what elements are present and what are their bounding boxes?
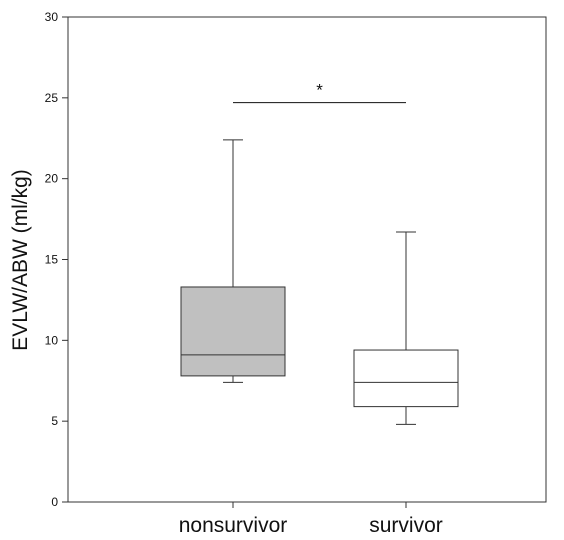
box-iqr <box>180 286 286 377</box>
y-tick-label: 0 <box>51 495 58 509</box>
box-survivor <box>353 231 459 425</box>
y-axis-title: EVLW/ABW (ml/kg) <box>9 169 32 351</box>
box-nonsurvivor <box>180 139 286 383</box>
y-tick-label: 10 <box>45 333 59 347</box>
x-category-label: survivor <box>369 514 443 537</box>
y-axis: 0 5 10 15 20 25 30 <box>45 10 68 509</box>
y-tick-label: 25 <box>45 91 59 105</box>
y-tick-label: 20 <box>45 172 59 186</box>
x-axis: nonsurvivor survivor <box>179 502 443 537</box>
significance-annotation: * <box>233 81 406 104</box>
box-iqr <box>353 349 459 408</box>
box-series <box>180 139 459 425</box>
significance-label: * <box>316 81 323 100</box>
plot-frame <box>67 16 547 503</box>
y-tick-label: 15 <box>45 253 59 267</box>
x-category-label: nonsurvivor <box>179 514 288 537</box>
y-tick-label: 5 <box>51 414 58 428</box>
y-tick-label: 30 <box>45 10 59 24</box>
